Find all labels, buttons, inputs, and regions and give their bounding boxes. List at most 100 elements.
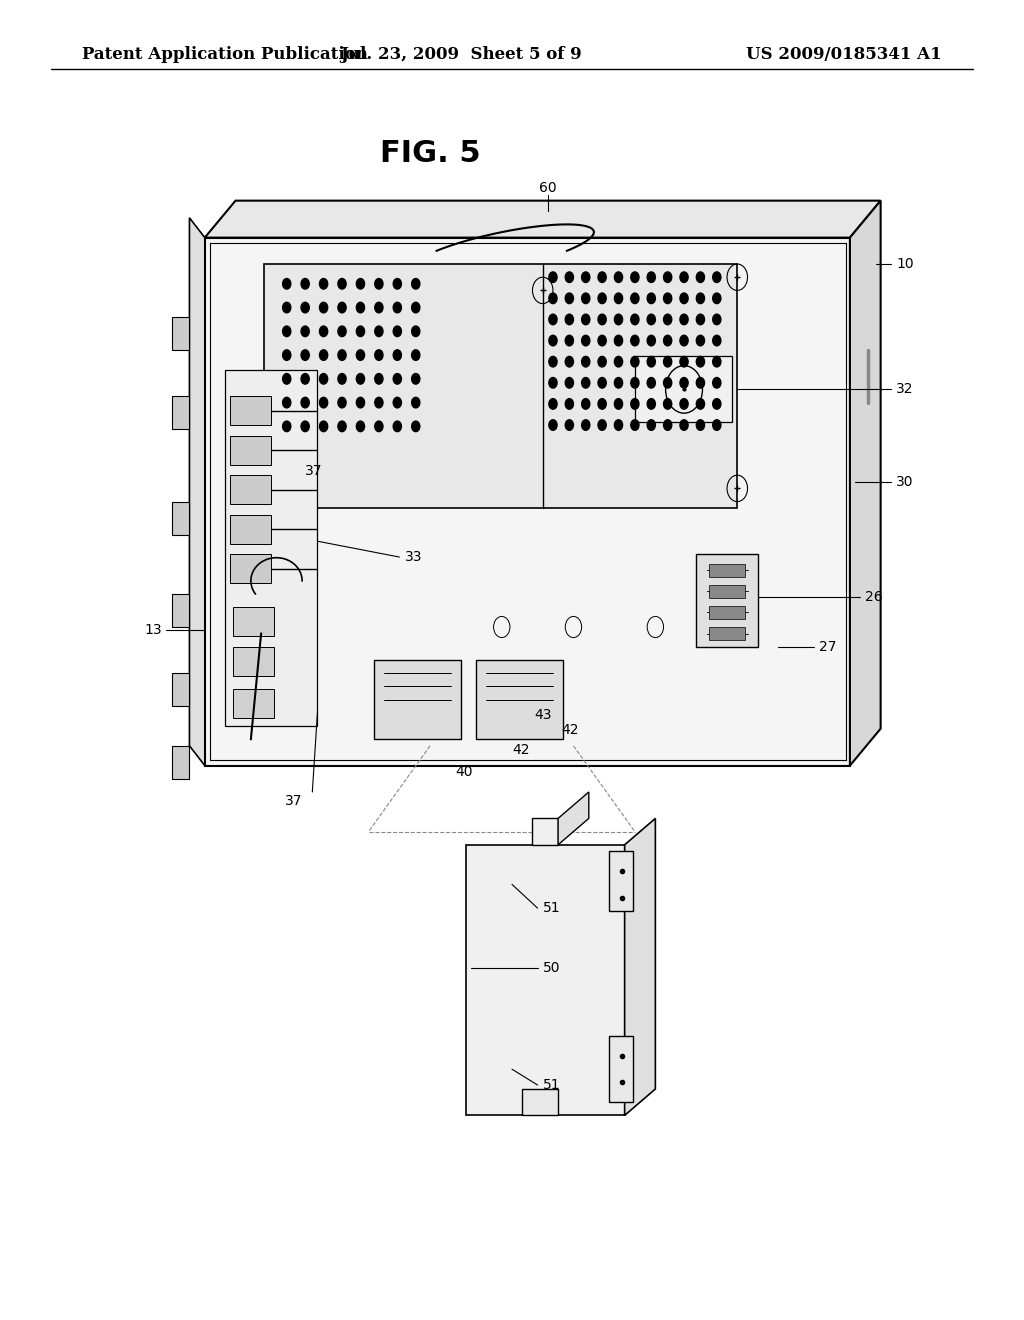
Circle shape	[696, 399, 705, 409]
Circle shape	[696, 378, 705, 388]
Text: 13: 13	[144, 623, 162, 636]
Polygon shape	[172, 594, 189, 627]
Circle shape	[319, 326, 328, 337]
Circle shape	[412, 326, 420, 337]
Circle shape	[598, 356, 606, 367]
Circle shape	[696, 356, 705, 367]
Circle shape	[301, 279, 309, 289]
Circle shape	[375, 279, 383, 289]
Polygon shape	[230, 475, 271, 504]
Polygon shape	[374, 660, 461, 739]
Circle shape	[393, 350, 401, 360]
Text: 33: 33	[404, 550, 422, 564]
Polygon shape	[264, 264, 737, 508]
Polygon shape	[709, 585, 745, 598]
Polygon shape	[635, 356, 732, 422]
Circle shape	[647, 314, 655, 325]
Polygon shape	[172, 746, 189, 779]
Polygon shape	[205, 238, 850, 766]
Circle shape	[582, 399, 590, 409]
Circle shape	[598, 272, 606, 282]
Polygon shape	[522, 1089, 558, 1115]
Circle shape	[582, 272, 590, 282]
Text: 50: 50	[543, 961, 560, 974]
Circle shape	[664, 335, 672, 346]
Text: 42: 42	[561, 723, 579, 737]
Circle shape	[283, 326, 291, 337]
Text: US 2009/0185341 A1: US 2009/0185341 A1	[746, 46, 942, 63]
Circle shape	[713, 399, 721, 409]
Circle shape	[375, 421, 383, 432]
Circle shape	[713, 356, 721, 367]
Circle shape	[647, 420, 655, 430]
Circle shape	[301, 421, 309, 432]
Circle shape	[680, 420, 688, 430]
Polygon shape	[709, 627, 745, 640]
Circle shape	[393, 421, 401, 432]
Circle shape	[713, 314, 721, 325]
Circle shape	[598, 378, 606, 388]
Circle shape	[549, 293, 557, 304]
Circle shape	[356, 279, 365, 289]
Circle shape	[664, 293, 672, 304]
Text: 60: 60	[539, 181, 557, 195]
Circle shape	[412, 279, 420, 289]
Circle shape	[338, 421, 346, 432]
Polygon shape	[625, 818, 655, 1115]
Polygon shape	[205, 201, 881, 238]
Circle shape	[631, 378, 639, 388]
Text: Jul. 23, 2009  Sheet 5 of 9: Jul. 23, 2009 Sheet 5 of 9	[340, 46, 582, 63]
Circle shape	[338, 397, 346, 408]
Circle shape	[582, 378, 590, 388]
Circle shape	[647, 335, 655, 346]
Polygon shape	[172, 317, 189, 350]
Circle shape	[283, 397, 291, 408]
Circle shape	[356, 397, 365, 408]
Circle shape	[565, 356, 573, 367]
Circle shape	[301, 326, 309, 337]
Circle shape	[356, 350, 365, 360]
Polygon shape	[609, 1036, 633, 1102]
Text: 51: 51	[543, 1078, 560, 1092]
Polygon shape	[230, 515, 271, 544]
Circle shape	[319, 302, 328, 313]
Circle shape	[412, 302, 420, 313]
Circle shape	[598, 399, 606, 409]
Polygon shape	[850, 201, 881, 766]
Circle shape	[356, 421, 365, 432]
Polygon shape	[696, 554, 758, 647]
Circle shape	[565, 420, 573, 430]
Circle shape	[565, 293, 573, 304]
Circle shape	[680, 378, 688, 388]
Circle shape	[393, 374, 401, 384]
Circle shape	[549, 356, 557, 367]
Polygon shape	[466, 845, 625, 1115]
Polygon shape	[230, 396, 271, 425]
Polygon shape	[233, 647, 274, 676]
Polygon shape	[609, 851, 633, 911]
Circle shape	[582, 314, 590, 325]
Circle shape	[696, 314, 705, 325]
Circle shape	[614, 293, 623, 304]
Polygon shape	[172, 502, 189, 535]
Polygon shape	[189, 218, 205, 766]
Text: 30: 30	[896, 475, 913, 488]
Circle shape	[680, 335, 688, 346]
Circle shape	[338, 350, 346, 360]
Text: 10: 10	[896, 257, 913, 271]
Circle shape	[598, 314, 606, 325]
Circle shape	[680, 356, 688, 367]
Circle shape	[598, 420, 606, 430]
Circle shape	[301, 374, 309, 384]
Circle shape	[412, 421, 420, 432]
Polygon shape	[172, 673, 189, 706]
Polygon shape	[532, 818, 558, 845]
Circle shape	[412, 374, 420, 384]
Circle shape	[565, 335, 573, 346]
Circle shape	[582, 335, 590, 346]
Circle shape	[696, 293, 705, 304]
Text: 37: 37	[305, 465, 323, 478]
Circle shape	[393, 279, 401, 289]
Circle shape	[614, 356, 623, 367]
Polygon shape	[230, 554, 271, 583]
